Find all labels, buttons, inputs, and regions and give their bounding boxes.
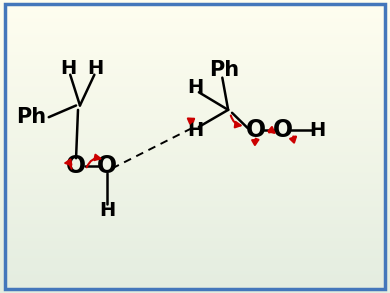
- Text: O: O: [273, 118, 293, 142]
- FancyArrowPatch shape: [268, 127, 275, 133]
- Text: O: O: [245, 118, 266, 142]
- FancyArrowPatch shape: [231, 115, 241, 127]
- Text: H: H: [99, 202, 115, 220]
- Text: H: H: [87, 59, 104, 78]
- FancyArrowPatch shape: [252, 139, 258, 145]
- Text: Ph: Ph: [209, 60, 239, 80]
- Text: H: H: [310, 121, 326, 140]
- FancyArrowPatch shape: [87, 155, 100, 167]
- FancyArrowPatch shape: [290, 137, 296, 143]
- Text: Ph: Ph: [16, 107, 46, 127]
- Text: O: O: [97, 154, 117, 178]
- Text: H: H: [187, 79, 203, 97]
- FancyArrowPatch shape: [66, 159, 72, 169]
- Text: H: H: [60, 59, 76, 78]
- Text: H: H: [187, 121, 203, 140]
- FancyArrowPatch shape: [188, 118, 194, 124]
- Text: O: O: [66, 154, 86, 178]
